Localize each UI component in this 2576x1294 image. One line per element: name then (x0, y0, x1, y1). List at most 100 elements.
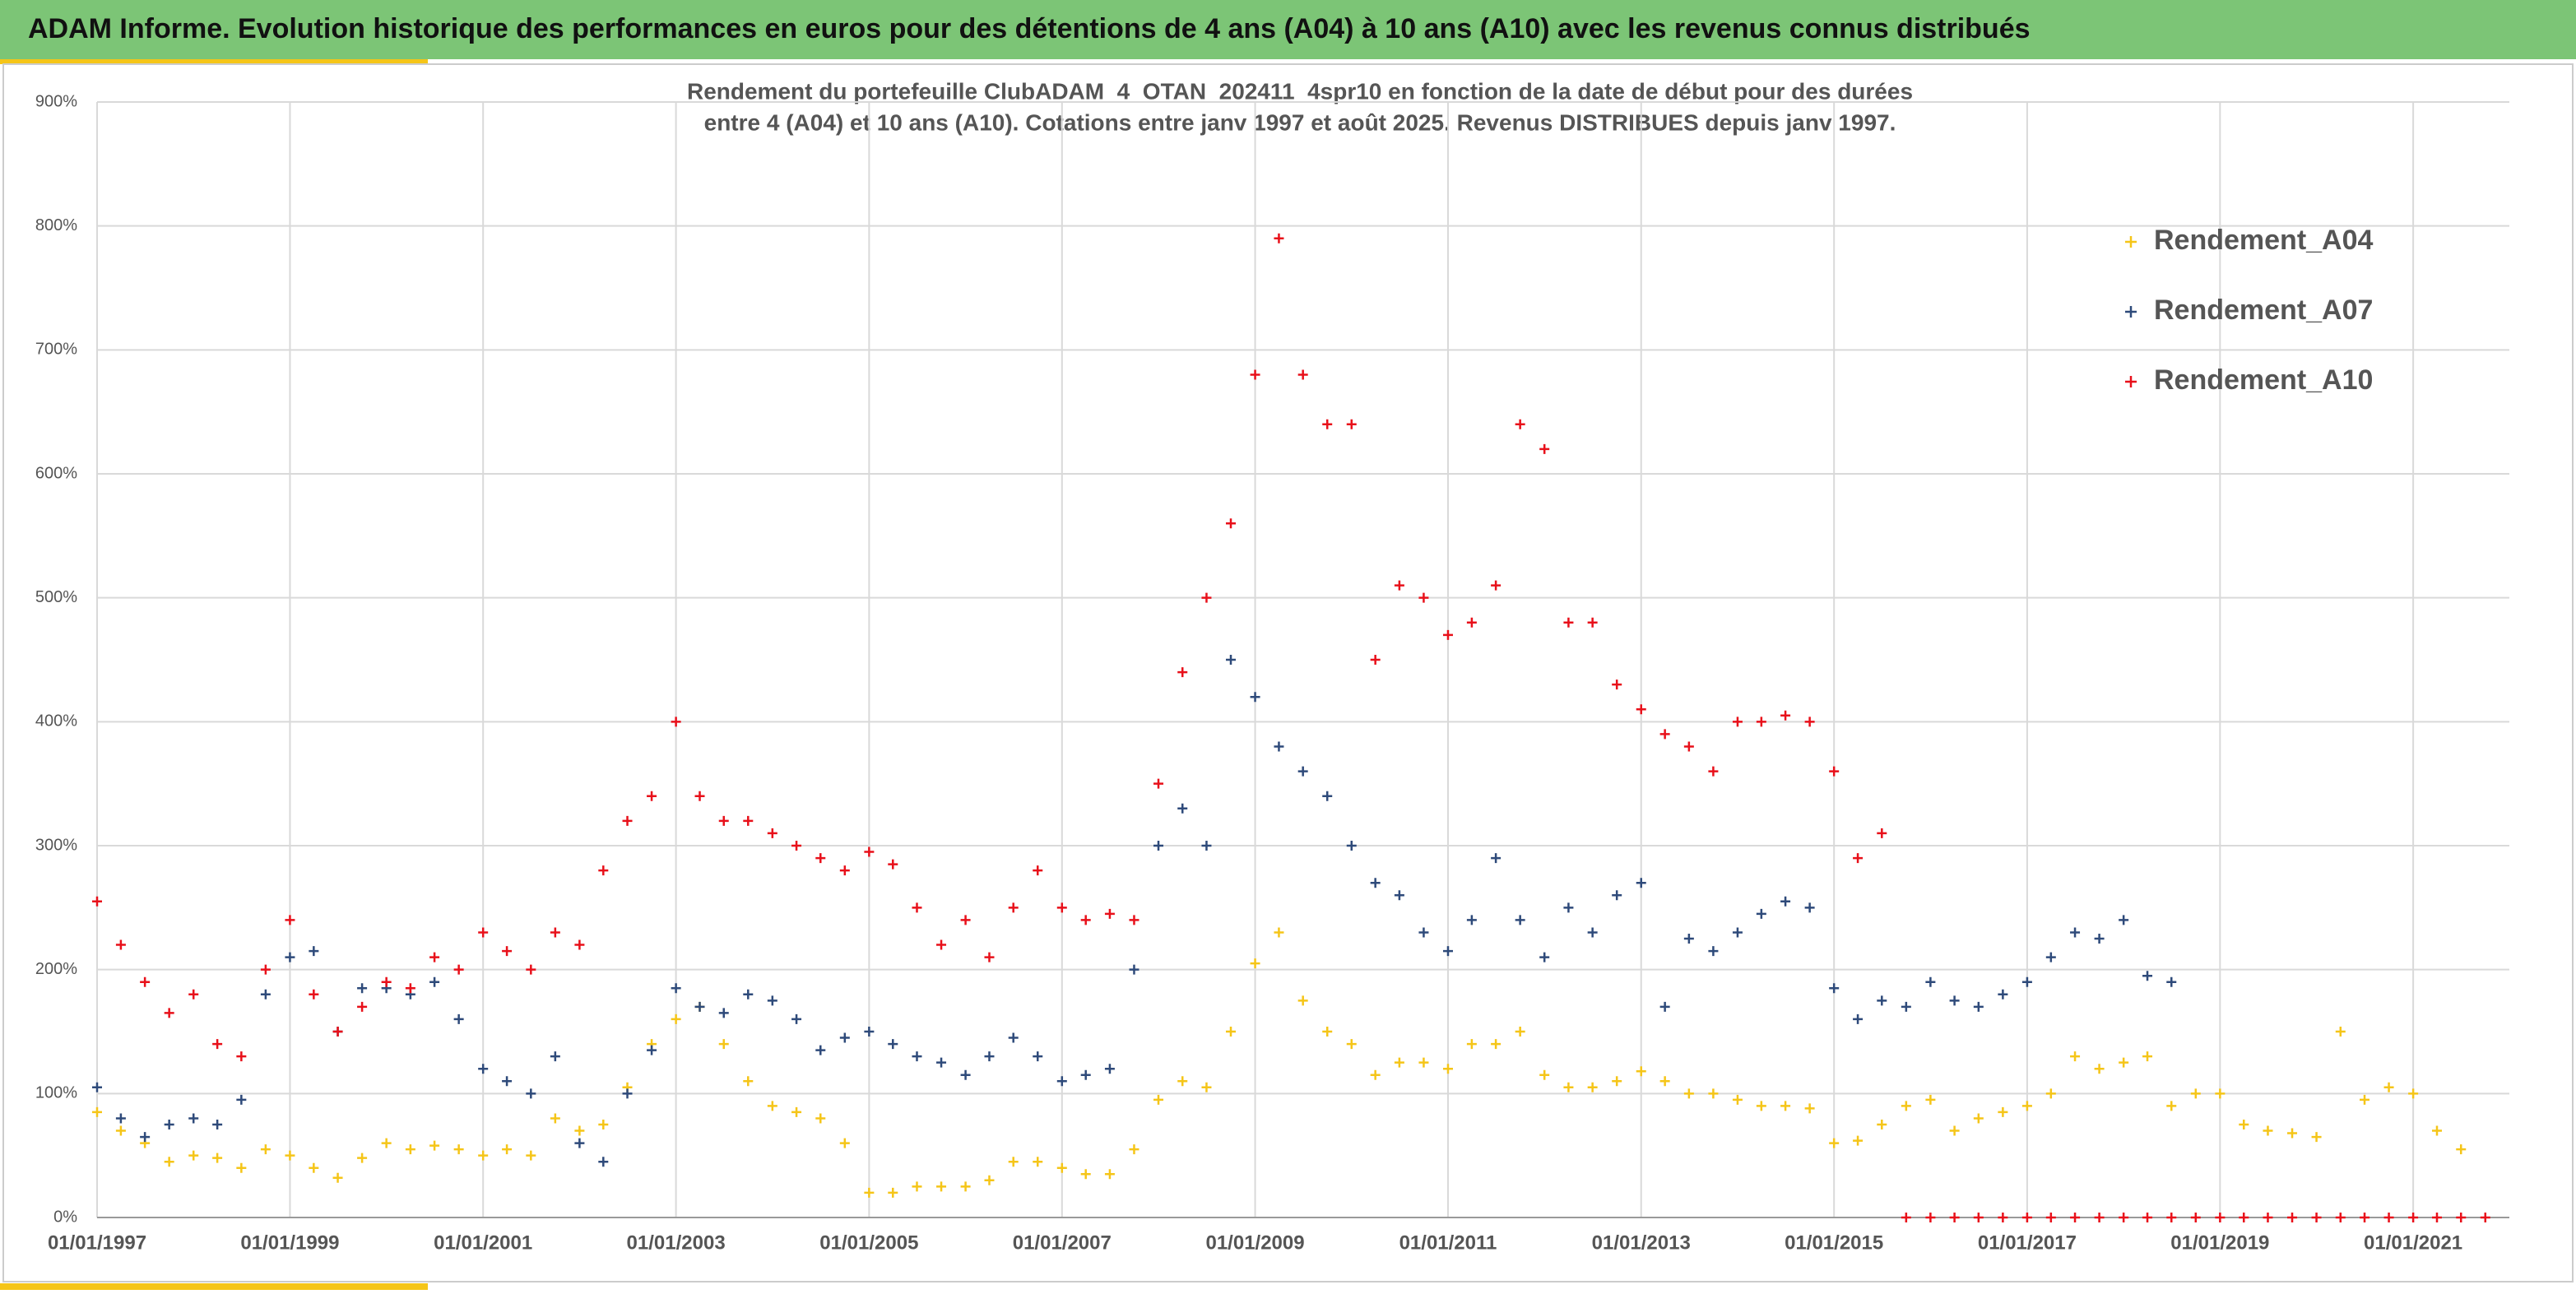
point (767, 828, 777, 838)
point (1515, 1027, 1525, 1037)
point (1466, 1039, 1477, 1050)
point (2070, 1213, 2081, 1222)
legend-marker (2125, 306, 2137, 318)
point (574, 939, 585, 950)
point (92, 1106, 102, 1117)
point (1804, 1103, 1815, 1114)
point (1973, 1213, 1984, 1222)
point (2070, 927, 2081, 938)
point (815, 1045, 826, 1055)
point (2456, 1213, 2467, 1222)
point (236, 1162, 247, 1173)
point (1153, 841, 1164, 851)
point (1587, 1082, 1598, 1092)
point (1539, 952, 1550, 962)
point (2287, 1213, 2298, 1222)
point (1104, 1169, 1115, 1180)
point (1322, 419, 1333, 429)
x-tick-label: 01/01/2005 (819, 1231, 918, 1254)
point (2021, 1101, 2032, 1111)
point (2287, 1128, 2298, 1139)
legend-marker (2125, 376, 2137, 387)
point (1201, 841, 1212, 851)
point (2166, 976, 2177, 987)
point (1322, 791, 1333, 801)
point (1153, 778, 1164, 789)
point (1297, 995, 1308, 1006)
point (2263, 1213, 2273, 1222)
point (1080, 1069, 1091, 1080)
point (1274, 927, 1284, 938)
point (2142, 1051, 2153, 1062)
point (140, 976, 151, 987)
point (550, 1051, 560, 1062)
point (1080, 1169, 1091, 1180)
point (2045, 1213, 2056, 1222)
point (647, 791, 657, 801)
point (1177, 803, 1188, 814)
point (212, 1153, 223, 1163)
point (357, 983, 368, 994)
point (1104, 1064, 1115, 1074)
point (2408, 1213, 2419, 1222)
point (1418, 592, 1429, 603)
point (888, 859, 898, 870)
y-tick-label: 0% (53, 1208, 77, 1226)
point (550, 927, 560, 938)
point (1804, 717, 1815, 727)
point (671, 717, 681, 727)
point (647, 1045, 657, 1055)
point (1539, 443, 1550, 454)
point (1973, 1001, 1984, 1012)
x-tick-label: 01/01/2017 (1978, 1231, 2077, 1254)
point (405, 1144, 415, 1155)
point (478, 1064, 489, 1074)
point (1804, 902, 1815, 913)
point (1056, 1162, 1067, 1173)
point (1177, 1076, 1188, 1087)
point (1491, 580, 1502, 591)
point (2408, 1088, 2419, 1099)
point (2070, 1051, 2081, 1062)
point (1418, 1057, 1429, 1068)
point (2383, 1082, 2394, 1092)
point (2119, 1057, 2129, 1068)
point (1563, 902, 1574, 913)
point (1659, 1076, 1670, 1087)
point (1370, 1069, 1381, 1080)
point (429, 976, 440, 987)
point (1901, 1213, 1911, 1222)
point (598, 1157, 609, 1167)
point (188, 1113, 199, 1124)
point (984, 1051, 995, 1062)
accent (0, 1283, 428, 1290)
point (1250, 958, 1260, 969)
point (1829, 766, 1840, 777)
point (1442, 1064, 1453, 1074)
point (115, 939, 126, 950)
point (2335, 1213, 2346, 1222)
point (1925, 1213, 1936, 1222)
point (502, 946, 513, 957)
y-tick-label: 400% (35, 712, 77, 730)
point (1587, 617, 1598, 628)
y-tick-label: 300% (35, 836, 77, 854)
point (115, 1125, 126, 1136)
x-tick-label: 01/01/1997 (48, 1231, 146, 1254)
point (936, 939, 947, 950)
frame (2, 63, 2574, 1282)
point (888, 1187, 898, 1198)
point (164, 1157, 174, 1167)
point (1008, 902, 1019, 913)
point (694, 1001, 705, 1012)
point (2311, 1213, 2322, 1222)
point (309, 946, 319, 957)
point (1563, 1082, 1574, 1092)
point (912, 902, 922, 913)
point (1515, 419, 1525, 429)
point (550, 1113, 560, 1124)
point (1732, 927, 1743, 938)
point (2045, 952, 2056, 962)
point (260, 989, 271, 999)
